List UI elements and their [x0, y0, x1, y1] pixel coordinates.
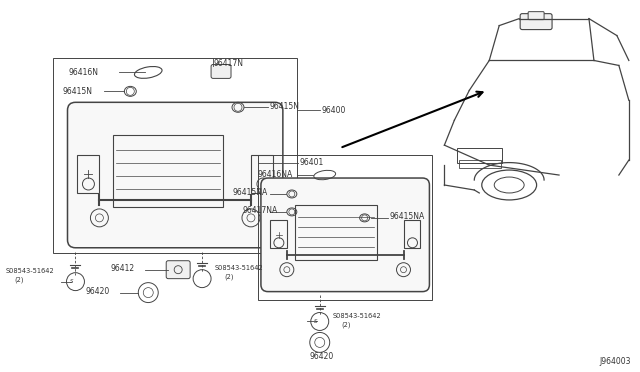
Text: S: S: [70, 279, 73, 284]
Text: 96416N: 96416N: [68, 68, 99, 77]
FancyBboxPatch shape: [528, 12, 544, 20]
Text: (2): (2): [15, 276, 24, 283]
FancyBboxPatch shape: [261, 178, 429, 292]
Text: 96415NA: 96415NA: [390, 212, 425, 221]
Bar: [295, 205, 376, 260]
Text: 96412: 96412: [110, 264, 134, 273]
Text: 96417N: 96417N: [213, 59, 243, 68]
Bar: [460, 160, 501, 168]
Bar: [270, 220, 287, 248]
Text: 96401: 96401: [300, 158, 324, 167]
Text: 96415NA: 96415NA: [232, 189, 268, 198]
Text: 96415N: 96415N: [63, 87, 93, 96]
Text: S: S: [314, 319, 317, 324]
FancyBboxPatch shape: [211, 64, 231, 78]
Text: 96400: 96400: [322, 106, 346, 115]
Text: 96420: 96420: [310, 352, 334, 361]
FancyBboxPatch shape: [67, 102, 283, 248]
Bar: [251, 155, 273, 193]
Text: (2): (2): [342, 321, 351, 328]
Text: J964003: J964003: [599, 357, 630, 366]
Text: (2): (2): [224, 273, 234, 280]
Bar: [258, 155, 433, 299]
Bar: [403, 220, 420, 248]
Text: 96420: 96420: [86, 287, 109, 296]
Text: 96416NA: 96416NA: [258, 170, 293, 179]
Bar: [458, 148, 502, 163]
Text: 96417NA: 96417NA: [243, 206, 278, 215]
FancyBboxPatch shape: [520, 14, 552, 30]
Text: S08543-51642: S08543-51642: [6, 268, 54, 274]
Bar: [113, 135, 223, 207]
FancyBboxPatch shape: [166, 261, 190, 279]
Text: 96415N: 96415N: [270, 102, 300, 111]
Text: S08543-51642: S08543-51642: [333, 312, 381, 318]
Bar: [52, 58, 297, 253]
Bar: [77, 155, 99, 193]
Text: S08543-51642: S08543-51642: [215, 265, 264, 271]
